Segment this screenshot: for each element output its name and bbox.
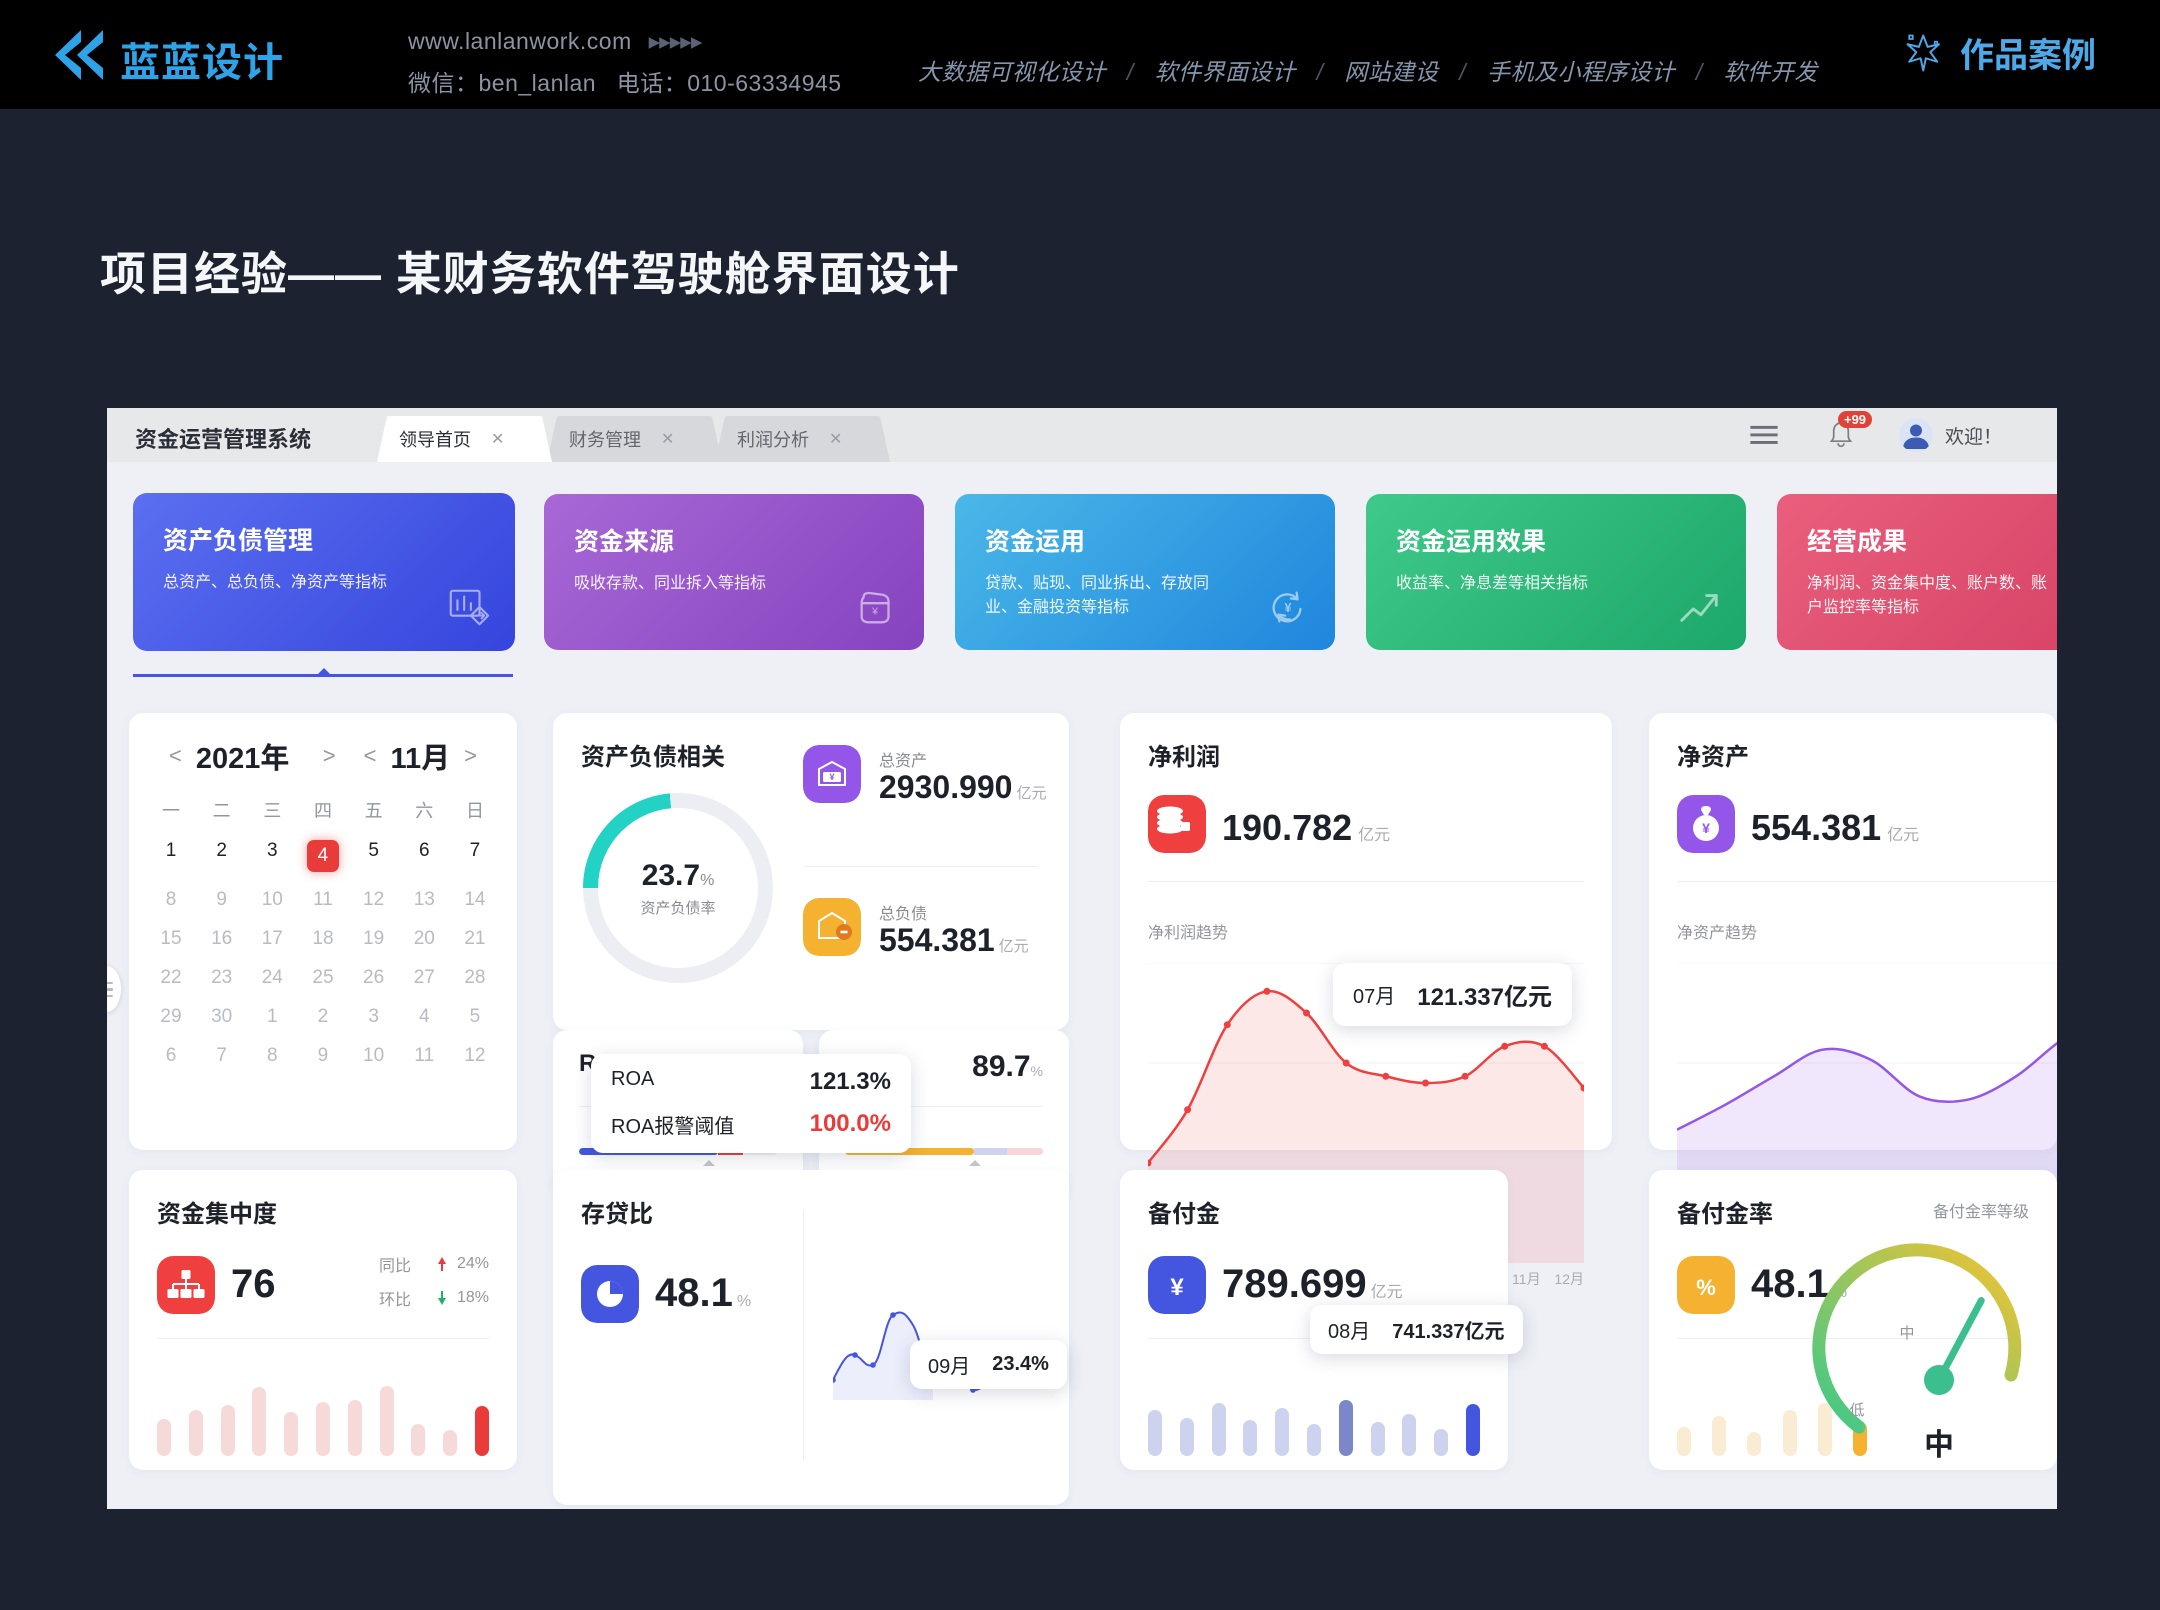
svg-text:¥: ¥ (871, 606, 878, 618)
svg-text:中: 中 (1924, 1429, 1954, 1462)
svg-text:¥: ¥ (1285, 601, 1292, 615)
svg-text:¥: ¥ (829, 923, 834, 933)
svg-text:¥: ¥ (1702, 820, 1710, 836)
svg-text:¥: ¥ (829, 772, 834, 782)
svg-text:¥: ¥ (1170, 1274, 1184, 1301)
svg-text:中: 中 (1899, 1325, 1914, 1342)
svg-text:%: % (1696, 1275, 1716, 1300)
svg-text:低: 低 (1849, 1402, 1864, 1419)
